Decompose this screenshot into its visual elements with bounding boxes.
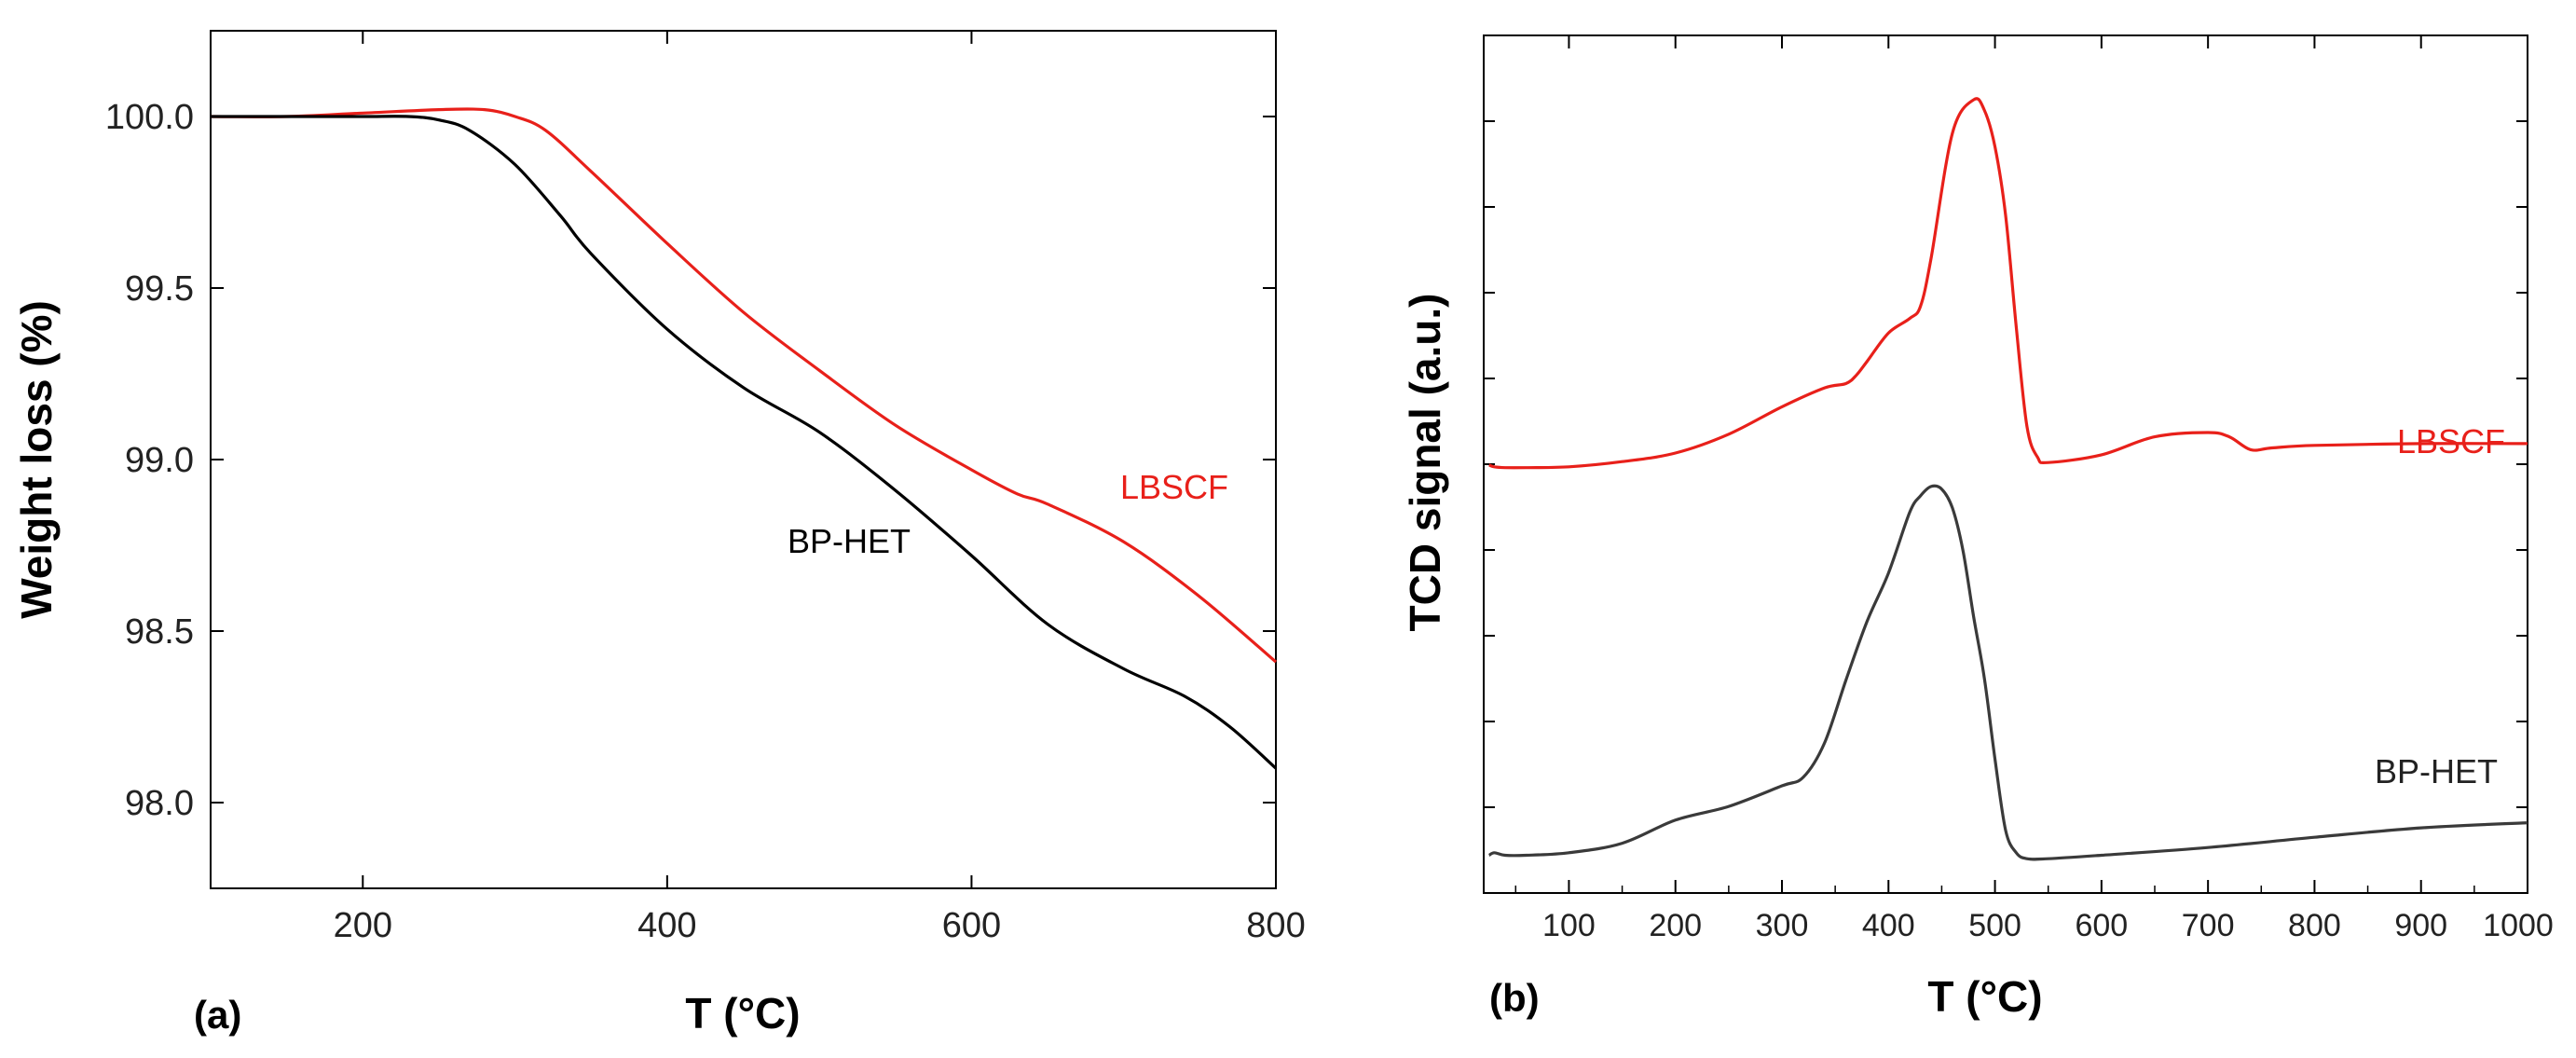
panel-b-x-tick-label: 600 bbox=[2075, 908, 2128, 943]
panel-a-x-tick-label: 800 bbox=[1246, 906, 1305, 945]
panel-b-plot-frame bbox=[1483, 34, 2528, 894]
panel-a-x-tick-label: 600 bbox=[942, 906, 1001, 945]
panel-b-x-tick-label: 900 bbox=[2394, 908, 2447, 943]
panel-a-series-line-lbscf bbox=[210, 107, 1278, 664]
panel-b-legend-bp-het: BP-HET bbox=[2375, 752, 2498, 790]
panel-b-chart: 100 200 300 400 500 600 700 800 900 1000 TCD sign… bbox=[1401, 34, 2554, 1021]
panel-a-legend-lbscf: LBSCF bbox=[1120, 468, 1228, 506]
panel-a-y-axis-title: Weight loss (%) bbox=[12, 300, 61, 619]
panel-b-series-line-bp-het bbox=[1487, 484, 2528, 861]
panel-a-y-tick-label: 100.0 bbox=[105, 98, 194, 137]
panel-b-y-axis-title: TCD signal (a.u.) bbox=[1401, 294, 1449, 632]
panel-a-plot-frame bbox=[210, 30, 1277, 889]
panel-a-series-line-bp-het bbox=[210, 115, 1278, 770]
panel-a-y-tick-label: 98.0 bbox=[125, 784, 194, 823]
panel-b-x-tick-label: 700 bbox=[2182, 908, 2235, 943]
panel-b-x-tick-label: 300 bbox=[1756, 908, 1809, 943]
panel-b-label: (b) bbox=[1489, 976, 1540, 1020]
panel-b-x-ticks: 100 200 300 400 500 600 700 800 900 1000 bbox=[1514, 35, 2554, 943]
panel-a-y-tick-label: 98.5 bbox=[125, 612, 194, 652]
panel-b-x-tick-label: 100 bbox=[1542, 908, 1596, 943]
panel-b-x-tick-label: 800 bbox=[2288, 908, 2341, 943]
panel-b-legend-lbscf: LBSCF bbox=[2397, 422, 2505, 460]
panel-b-y-ticks bbox=[1484, 120, 2528, 808]
panel-a-x-tick-label: 200 bbox=[334, 906, 392, 945]
panel-a-legend-bp-het: BP-HET bbox=[788, 522, 911, 560]
panel-b-x-tick-label: 400 bbox=[1862, 908, 1915, 943]
panel-a-x-ticks: 200 400 600 800 bbox=[334, 31, 1306, 945]
panel-b-x-tick-label: 1000 bbox=[2483, 908, 2554, 943]
panel-b-x-axis-title: T (°C) bbox=[1927, 972, 2042, 1021]
panel-b-x-tick-label: 500 bbox=[1968, 908, 2021, 943]
panel-a-y-tick-label: 99.0 bbox=[125, 441, 194, 480]
panel-a-y-tick-label: 99.5 bbox=[125, 269, 194, 309]
panel-a-series bbox=[210, 107, 1278, 770]
panel-b-series-line-lbscf bbox=[1488, 97, 2528, 470]
panel-a-x-tick-label: 400 bbox=[637, 906, 696, 945]
panel-a-chart: 98.0 98.5 99.0 99.5 100.0 200 400 600 800 Weigh… bbox=[12, 30, 1306, 1037]
panel-b-series bbox=[1487, 97, 2528, 861]
panel-b-x-tick-label: 200 bbox=[1649, 908, 1702, 943]
panel-a-y-ticks: 98.0 98.5 99.0 99.5 100.0 bbox=[105, 98, 1276, 823]
panel-a-x-axis-title: T (°C) bbox=[685, 989, 800, 1037]
panel-a-label: (a) bbox=[194, 993, 241, 1037]
